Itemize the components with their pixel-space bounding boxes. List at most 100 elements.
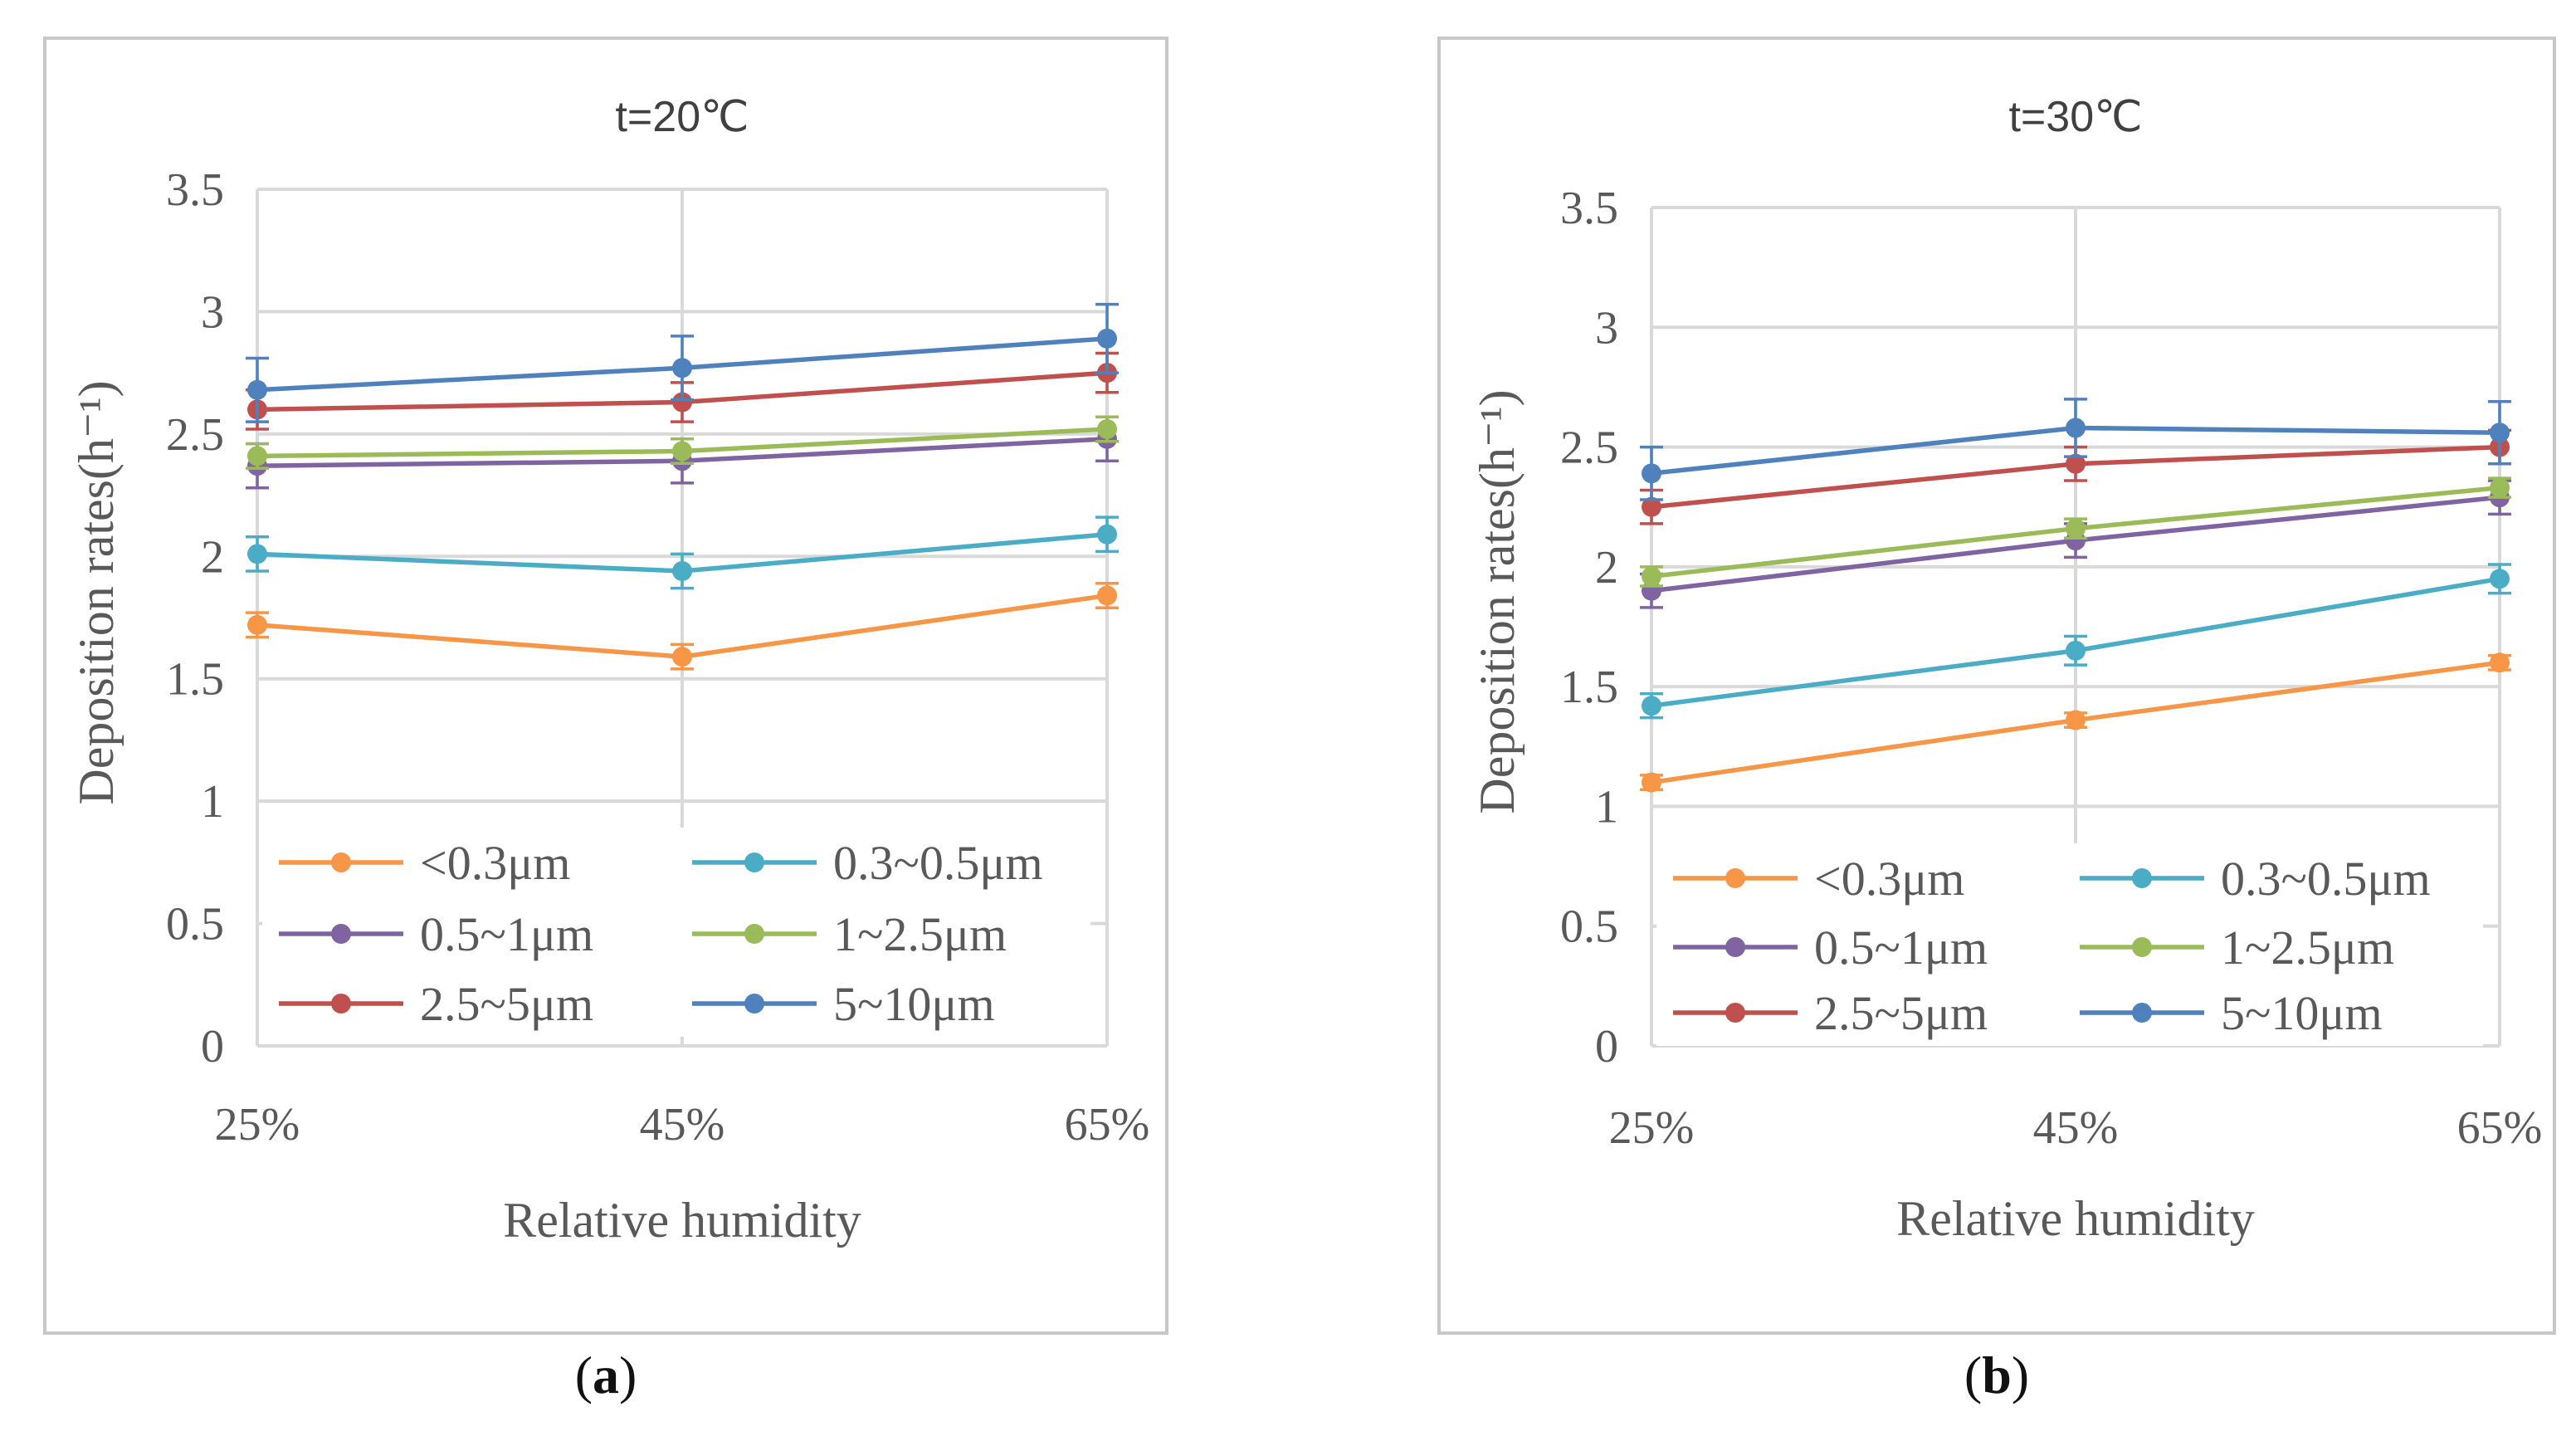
caption-a: (a): [523, 1345, 689, 1406]
data-point: [672, 358, 692, 379]
legend-entry: 0.5~1μm: [279, 907, 593, 961]
legend-marker: [1725, 937, 1745, 957]
data-point: [672, 560, 692, 581]
x-tick-label: 45%: [640, 1099, 725, 1150]
x-tick-label: 45%: [2033, 1102, 2119, 1154]
caption-b: (b): [1914, 1345, 2080, 1406]
data-point: [2066, 710, 2086, 730]
legend-label: 5~10μm: [2221, 986, 2383, 1040]
legend-marker: [744, 994, 764, 1014]
chart-title: t=30℃: [2008, 93, 2142, 141]
legend-marker: [744, 924, 764, 944]
y-tick-label: 2.5: [1560, 423, 1618, 474]
data-point: [1642, 496, 1661, 517]
caption-a-close: ): [619, 1346, 637, 1404]
legend-entry: 0.3~0.5μm: [692, 836, 1043, 890]
legend-entry: 2.5~5μm: [1673, 986, 1988, 1040]
legend-label: 0.3~0.5μm: [2221, 852, 2431, 906]
x-tick-label: 25%: [1609, 1102, 1695, 1154]
y-tick-label: 2: [1595, 542, 1618, 593]
y-axis-title: Deposition rates(h⁻¹): [69, 380, 124, 804]
series-2: [1640, 563, 2511, 720]
y-tick-label: 2.5: [166, 409, 224, 461]
y-tick-label: 2: [201, 531, 224, 583]
series-1: [246, 581, 1119, 671]
x-axis-title: Relative humidity: [1896, 1191, 2255, 1246]
legend-entry: 5~10μm: [2080, 986, 2383, 1040]
data-point: [672, 441, 692, 462]
chart-panel-b: t=30℃ 0 0.5 1 1.5 2 2.5 3 3.5 25% 45% 65% Relative h…: [1437, 37, 2556, 1335]
data-point: [1097, 328, 1117, 349]
series-6: [246, 302, 1119, 423]
data-point: [1097, 585, 1117, 606]
legend-marker: [744, 852, 764, 872]
legend-entry: 5~10μm: [692, 977, 995, 1031]
caption-a-letter: a: [593, 1346, 619, 1404]
chart-panel-a: t=20℃ 0 0.5 1 1.5 2 2.5 3 3.5 25% 45% 65% Relative h…: [43, 37, 1168, 1335]
series-4: [1640, 476, 2511, 588]
x-axis-title: Relative humidity: [503, 1193, 861, 1248]
y-tick-label: 3: [1595, 302, 1618, 354]
data-point: [672, 392, 692, 413]
legend-entry: 2.5~5μm: [279, 977, 593, 1031]
data-point: [247, 446, 267, 466]
legend-label: 5~10μm: [833, 977, 995, 1031]
y-tick-label: 1: [1595, 781, 1618, 833]
caption-b-close: ): [2011, 1346, 2030, 1404]
legend-label: <0.3μm: [420, 836, 570, 890]
data-point: [2066, 640, 2086, 661]
legend-label: 2.5~5μm: [1814, 986, 1988, 1040]
data-point: [1642, 696, 1661, 716]
series-6: [1640, 398, 2511, 501]
data-point: [247, 544, 267, 564]
data-point: [2490, 477, 2510, 498]
y-tick-label: 3.5: [1560, 183, 1618, 234]
y-tick-label: 0: [201, 1021, 224, 1072]
y-tick-label: 1: [201, 776, 224, 828]
legend-marker: [1725, 1003, 1745, 1023]
y-tick-label: 0: [1595, 1021, 1618, 1072]
x-tick-label: 65%: [1065, 1099, 1150, 1150]
legend-entry: 1~2.5μm: [2080, 921, 2394, 975]
data-point: [2490, 569, 2510, 589]
series-1: [1640, 652, 2511, 793]
data-point: [1097, 418, 1117, 439]
y-tick-label: 0.5: [1560, 901, 1618, 953]
legend-entry: <0.3μm: [279, 836, 570, 890]
data-point: [1642, 463, 1661, 484]
legend-entry: 1~2.5μm: [692, 907, 1007, 961]
y-tick-label: 3: [201, 286, 224, 338]
data-point: [2066, 418, 2086, 438]
y-tick-label: 1.5: [166, 654, 224, 706]
legend-marker: [331, 994, 351, 1014]
data-point: [247, 614, 267, 635]
series-4: [246, 415, 1119, 470]
data-point: [2066, 453, 2086, 474]
data-point: [2066, 518, 2086, 539]
y-tick-label: 1.5: [1560, 662, 1618, 713]
legend-marker: [1725, 868, 1745, 888]
data-point: [672, 647, 692, 667]
caption-b-letter: b: [1982, 1346, 2012, 1404]
legend-label: 0.3~0.5μm: [833, 836, 1043, 890]
data-point: [1097, 524, 1117, 545]
legend-label: 1~2.5μm: [833, 907, 1007, 961]
chart-b: t=30℃ 0 0.5 1 1.5 2 2.5 3 3.5 25% 45% 65% Relative h…: [1470, 93, 2542, 1246]
data-point: [2490, 423, 2510, 443]
legend-entry: 0.5~1μm: [1673, 921, 1988, 975]
data-point: [247, 379, 267, 400]
legend-label: 2.5~5μm: [420, 977, 593, 1031]
x-tick-label: 25%: [215, 1099, 300, 1150]
legend-label: <0.3μm: [1814, 852, 1964, 906]
legend-entry: 0.3~0.5μm: [2080, 852, 2431, 906]
legend-marker: [2132, 1003, 2152, 1023]
legend-label: 0.5~1μm: [420, 907, 593, 961]
chart-title: t=20℃: [615, 93, 749, 141]
data-point: [1642, 566, 1661, 587]
data-point: [2490, 652, 2510, 673]
legend-marker: [2132, 868, 2152, 888]
legend-marker: [331, 924, 351, 944]
chart-a: t=20℃ 0 0.5 1 1.5 2 2.5 3 3.5 25% 45% 65% Relative h…: [69, 93, 1150, 1248]
series-2: [246, 515, 1119, 590]
y-tick-label: 0.5: [166, 899, 224, 950]
